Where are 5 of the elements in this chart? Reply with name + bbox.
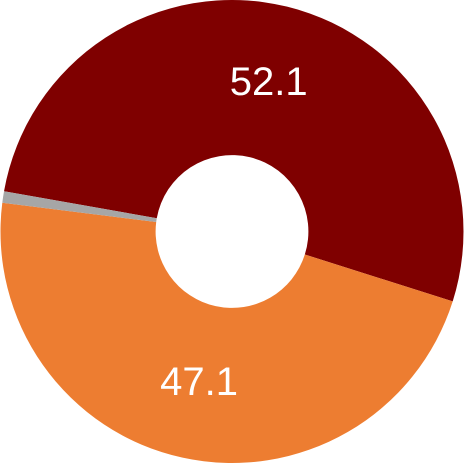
donut-slice: [0, 202, 453, 463]
donut-slice: [2, 191, 157, 222]
donut-slice: [4, 0, 464, 302]
data-label: 52.1: [230, 60, 308, 104]
data-label: 47.1: [160, 360, 238, 404]
